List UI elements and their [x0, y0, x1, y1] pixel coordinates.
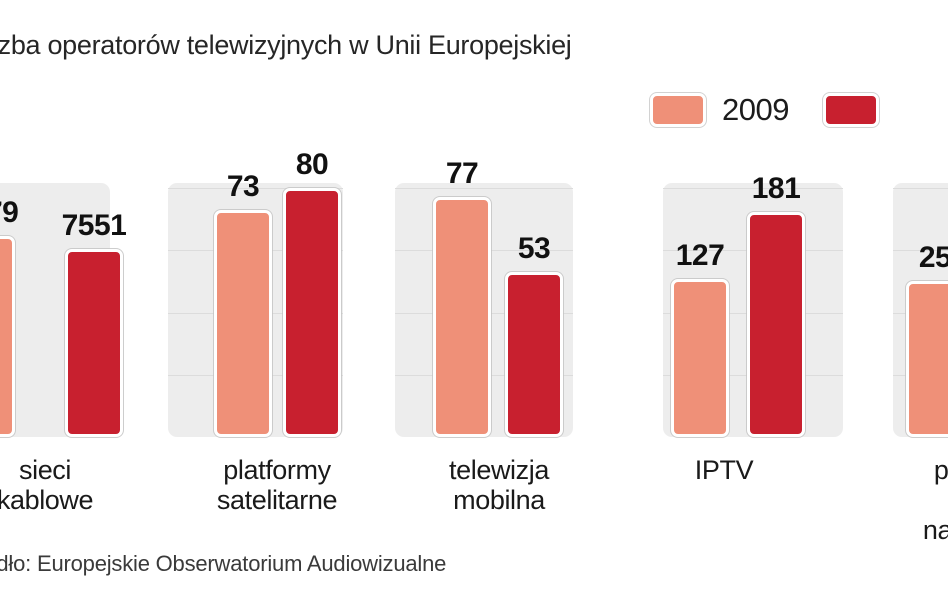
gridline — [395, 188, 573, 189]
value-label-2009-3: 77 — [445, 157, 479, 191]
category-label-line: pł — [933, 455, 948, 485]
legend-swatch-2009 — [650, 93, 706, 127]
value-label-2009-1: 8079 — [0, 195, 19, 229]
category-label-line: IPTV — [694, 455, 754, 485]
category-label-line: sieci — [18, 455, 72, 485]
category-label-2: platformy satelitarne — [216, 455, 338, 516]
category-label-line: telewizja — [449, 455, 549, 485]
page-title: Liczba operatorów telewizyjnych w Unii E… — [0, 30, 572, 60]
legend-swatch-2010 — [822, 93, 879, 127]
legend-label-2009: 2009 — [722, 92, 789, 127]
gridline — [168, 188, 343, 189]
gridline — [893, 188, 948, 189]
value-label-2009-4: 127 — [675, 238, 725, 272]
category-label-4: IPTV — [694, 455, 754, 485]
source-note: Źródło: Europejskie Obserwatorium Audiow… — [0, 551, 447, 576]
bar-2009-3 — [433, 197, 491, 437]
category-label-line: mobilna — [453, 485, 545, 516]
chart-legend: 2009 2010 — [650, 92, 948, 128]
bar-2010-2 — [283, 188, 341, 437]
bar-2009-1 — [0, 235, 15, 437]
value-label-2010-4: 181 — [751, 171, 801, 205]
category-label-3: telewizja mobilna — [449, 455, 549, 515]
value-label-2009-5: 25 — [918, 241, 948, 275]
value-label-2010-3: 53 — [517, 232, 551, 266]
bar-2010-1 — [65, 248, 123, 437]
gridline — [893, 250, 948, 252]
category-label-5: pł naz — [923, 455, 948, 545]
category-label-line: platformy — [223, 455, 331, 485]
bar-2010-4 — [747, 211, 805, 437]
legend-item-2009: 2009 — [650, 92, 789, 128]
bar-2010-3 — [505, 272, 563, 437]
legend-item-2010: 2010 — [822, 92, 948, 128]
value-label-2010-1: 7551 — [61, 208, 127, 242]
bar-2009-4 — [671, 278, 729, 437]
value-label-2009-2: 73 — [226, 169, 260, 203]
category-label-line: naz — [922, 515, 948, 546]
category-label-line: satelitarne — [216, 485, 338, 516]
bar-2009-5 — [906, 281, 948, 437]
value-label-2010-2: 80 — [295, 148, 329, 181]
category-label-line: kablowe — [0, 485, 94, 516]
category-label-1: sieci kablowe — [0, 455, 94, 516]
gridline — [663, 188, 843, 189]
bar-2009-2 — [214, 209, 272, 437]
